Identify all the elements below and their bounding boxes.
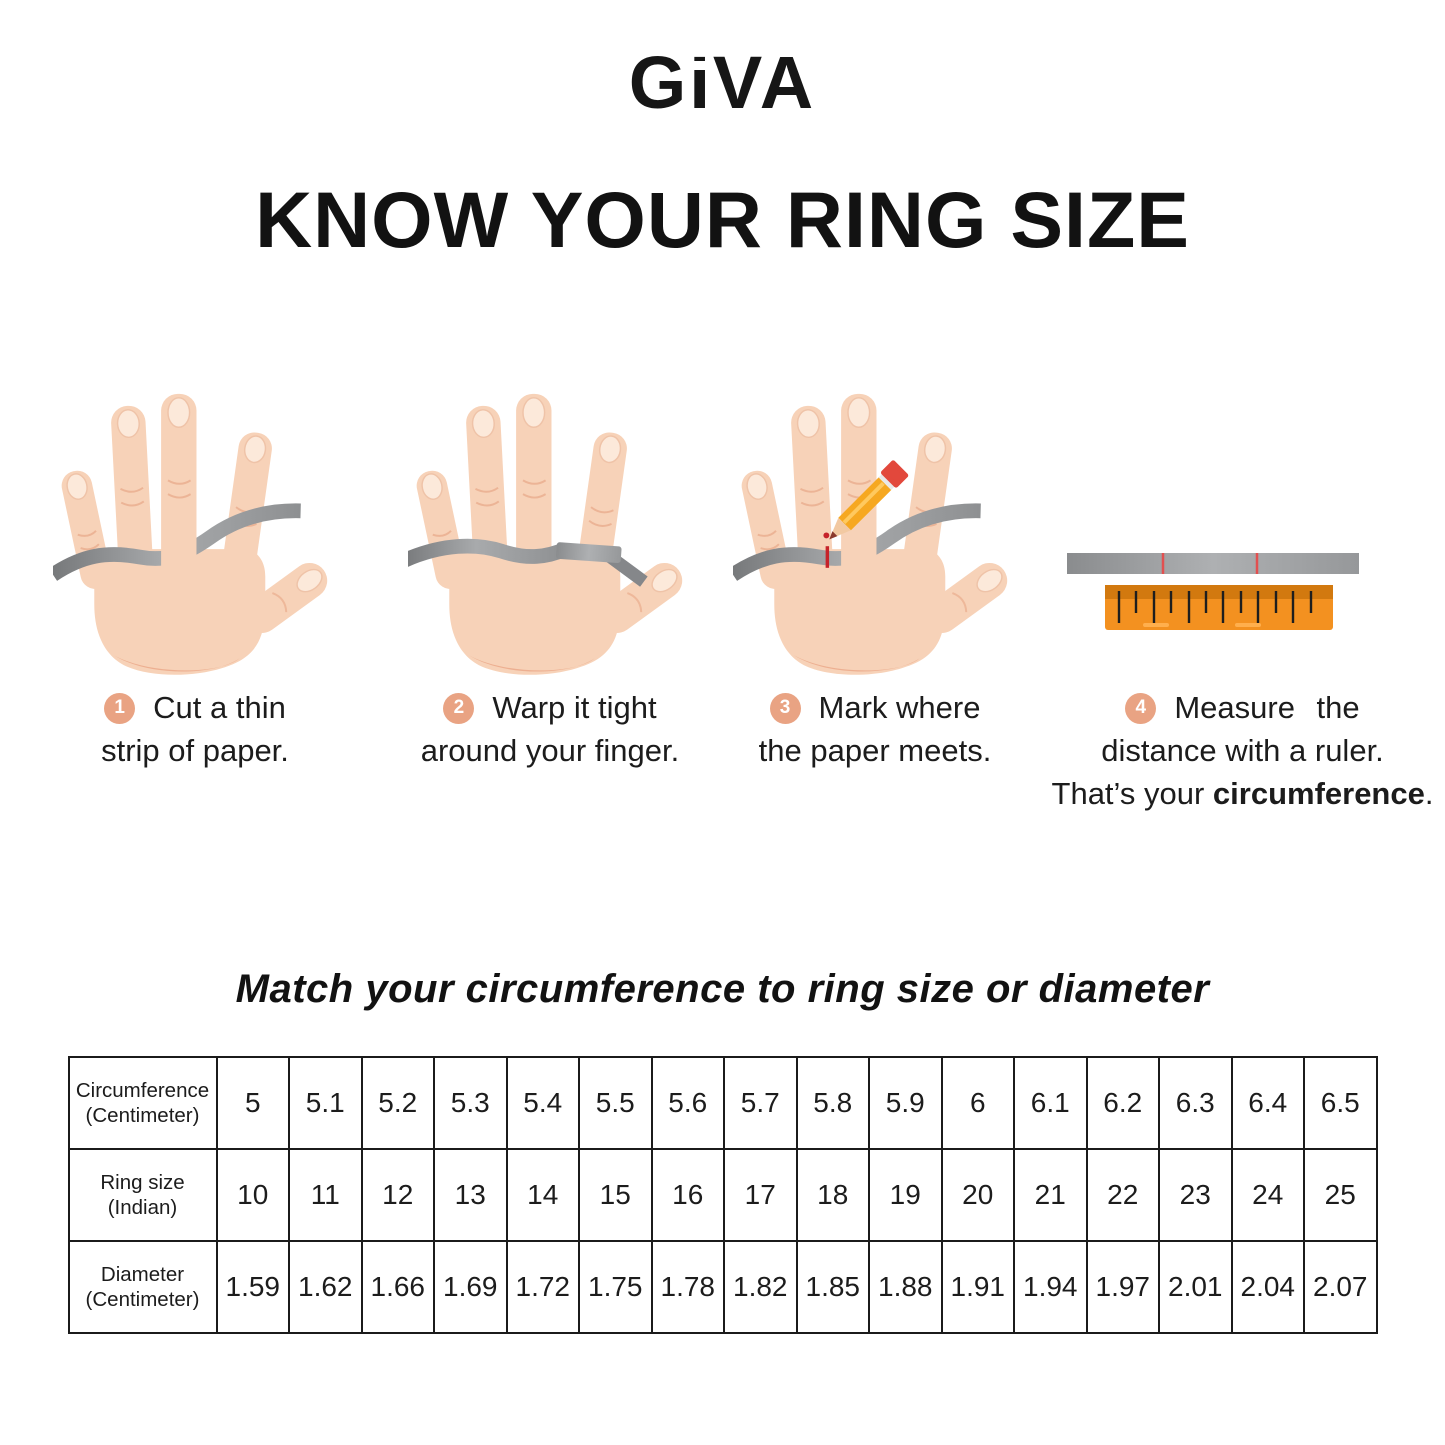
hand-with-pencil-icon bbox=[732, 392, 1015, 675]
step-number-badge: 2 bbox=[443, 692, 475, 724]
giva-logo: GIVA bbox=[628, 41, 817, 124]
step-1: 1 Cut a thin strip of paper. bbox=[0, 377, 390, 815]
page-title: KNOW YOUR RING SIZE bbox=[255, 175, 1190, 264]
row-header-line: (Indian) bbox=[107, 1196, 178, 1220]
table-cell: 19 bbox=[868, 1148, 943, 1243]
table-cell: 20 bbox=[940, 1148, 1015, 1243]
table-cell: 22 bbox=[1085, 1148, 1160, 1243]
table-row: Diameter (Centimeter) 1.59 1.62 1.66 1.69 1.72… bbox=[67, 1240, 1378, 1335]
table-cell: 12 bbox=[360, 1148, 435, 1243]
step-caption-line: strip of paper. bbox=[101, 732, 289, 768]
table-cell: 2.07 bbox=[1303, 1240, 1378, 1335]
row-header-line: (Centimeter) bbox=[85, 1104, 200, 1128]
table-cell: 10 bbox=[215, 1148, 290, 1243]
step-caption: 1 Cut a thin strip of paper. bbox=[101, 687, 289, 773]
table-cell: 5 bbox=[215, 1056, 290, 1151]
step-caption: 4 Measure the distance with a ruler. Tha… bbox=[1052, 687, 1434, 815]
table-cell: 1.78 bbox=[650, 1240, 725, 1335]
row-header: Ring size (Indian) bbox=[67, 1148, 218, 1243]
step-caption: 3 Mark where the paper meets. bbox=[759, 687, 992, 773]
table-cell: 11 bbox=[288, 1148, 363, 1243]
table-row: Circumference (Centimeter) 5 5.1 5.2 5.3 5.4 5.… bbox=[67, 1056, 1378, 1151]
table-cell: 2.04 bbox=[1230, 1240, 1305, 1335]
table-cell: 1.97 bbox=[1085, 1240, 1160, 1335]
table-cell: 24 bbox=[1230, 1148, 1305, 1243]
step-number-badge: 3 bbox=[769, 692, 801, 724]
table-cell: 14 bbox=[505, 1148, 580, 1243]
table-cell: 13 bbox=[433, 1148, 508, 1243]
table-cell: 2.01 bbox=[1158, 1240, 1233, 1335]
table-cell: 1.91 bbox=[940, 1240, 1015, 1335]
table-cell: 17 bbox=[723, 1148, 798, 1243]
row-header-line: Circumference bbox=[75, 1078, 210, 1102]
table-cell: 25 bbox=[1303, 1148, 1378, 1243]
table-cell: 6 bbox=[940, 1056, 1015, 1151]
ruler-measure-illustration bbox=[1065, 377, 1421, 677]
step-caption-line: Cut a thin bbox=[153, 690, 286, 725]
table-cell: 6.2 bbox=[1085, 1056, 1160, 1151]
table-cell: 5.5 bbox=[578, 1056, 653, 1151]
step-4: 4 Measure the distance with a ruler. Tha… bbox=[1040, 377, 1445, 815]
step-caption: 2 Warp it tight around your finger. bbox=[421, 687, 680, 773]
table-cell: 16 bbox=[650, 1148, 725, 1243]
step-caption-line: Warp it tight bbox=[492, 690, 657, 725]
table-cell: 5.9 bbox=[868, 1056, 943, 1151]
step-caption-line: Measure the bbox=[1174, 690, 1360, 725]
table-cell: 1.82 bbox=[723, 1240, 798, 1335]
table-cell: 6.3 bbox=[1158, 1056, 1233, 1151]
step-caption-line: the paper meets. bbox=[758, 732, 992, 768]
table-cell: 5.1 bbox=[288, 1056, 363, 1151]
table-cell: 6.4 bbox=[1230, 1056, 1305, 1151]
size-table: Circumference (Centimeter) 5 5.1 5.2 5.3 5.4 5.… bbox=[67, 1056, 1378, 1335]
table-row: Ring size (Indian) 10 11 12 13 14 15 16 17 18 19 20 2… bbox=[67, 1148, 1378, 1243]
row-header-line: Diameter bbox=[100, 1262, 185, 1286]
step-3: 3 Mark where the paper meets. bbox=[710, 377, 1040, 815]
table-cell: 5.2 bbox=[360, 1056, 435, 1151]
table-cell: 1.75 bbox=[578, 1240, 653, 1335]
table-cell: 1.88 bbox=[868, 1240, 943, 1335]
step-number-badge: 4 bbox=[1125, 692, 1157, 724]
size-table-body: Circumference (Centimeter) 5 5.1 5.2 5.3 5.4 5.… bbox=[67, 1056, 1378, 1335]
table-cell: 5.7 bbox=[723, 1056, 798, 1151]
table-cell: 1.94 bbox=[1013, 1240, 1088, 1335]
table-cell: 6.5 bbox=[1303, 1056, 1378, 1151]
steps-section: 1 Cut a thin strip of paper. 2 bbox=[0, 377, 1445, 815]
table-cell: 1.62 bbox=[288, 1240, 363, 1335]
table-cell: 5.6 bbox=[650, 1056, 725, 1151]
table-cell: 1.69 bbox=[433, 1240, 508, 1335]
hand-icon bbox=[52, 392, 335, 675]
ruler-icon bbox=[1066, 553, 1359, 630]
table-cell: 21 bbox=[1013, 1148, 1088, 1243]
step-caption-line: That’s your circumference. bbox=[1051, 775, 1434, 811]
table-cell: 5.8 bbox=[795, 1056, 870, 1151]
table-cell: 15 bbox=[578, 1148, 653, 1243]
row-header-line: (Centimeter) bbox=[85, 1288, 200, 1312]
table-title: Match your circumference to ring size or… bbox=[235, 967, 1210, 1012]
pencil-icon bbox=[828, 460, 908, 540]
table-cell: 23 bbox=[1158, 1148, 1233, 1243]
table-cell: 18 bbox=[795, 1148, 870, 1243]
table-cell: 5.3 bbox=[433, 1056, 508, 1151]
step-number-badge: 1 bbox=[104, 692, 136, 724]
table-cell: 6.1 bbox=[1013, 1056, 1088, 1151]
hand-wrap-finger-illustration bbox=[407, 377, 693, 677]
hand-icon bbox=[407, 392, 690, 675]
hand-paper-strip-illustration bbox=[52, 377, 338, 677]
table-cell: 1.66 bbox=[360, 1240, 435, 1335]
table-cell: 1.85 bbox=[795, 1240, 870, 1335]
step-2: 2 Warp it tight around your finger. bbox=[390, 377, 710, 815]
step-caption-line: around your finger. bbox=[420, 732, 680, 768]
table-cell: 5.4 bbox=[505, 1056, 580, 1151]
row-header-line: Ring size bbox=[100, 1170, 185, 1194]
table-cell: 1.72 bbox=[505, 1240, 580, 1335]
step-caption-line: Mark where bbox=[818, 690, 981, 725]
step-caption-line: distance with a ruler. bbox=[1101, 732, 1384, 768]
row-header: Circumference (Centimeter) bbox=[67, 1056, 218, 1151]
table-cell: 1.59 bbox=[215, 1240, 290, 1335]
row-header: Diameter (Centimeter) bbox=[67, 1240, 218, 1335]
hand-mark-pencil-illustration bbox=[732, 377, 1018, 677]
